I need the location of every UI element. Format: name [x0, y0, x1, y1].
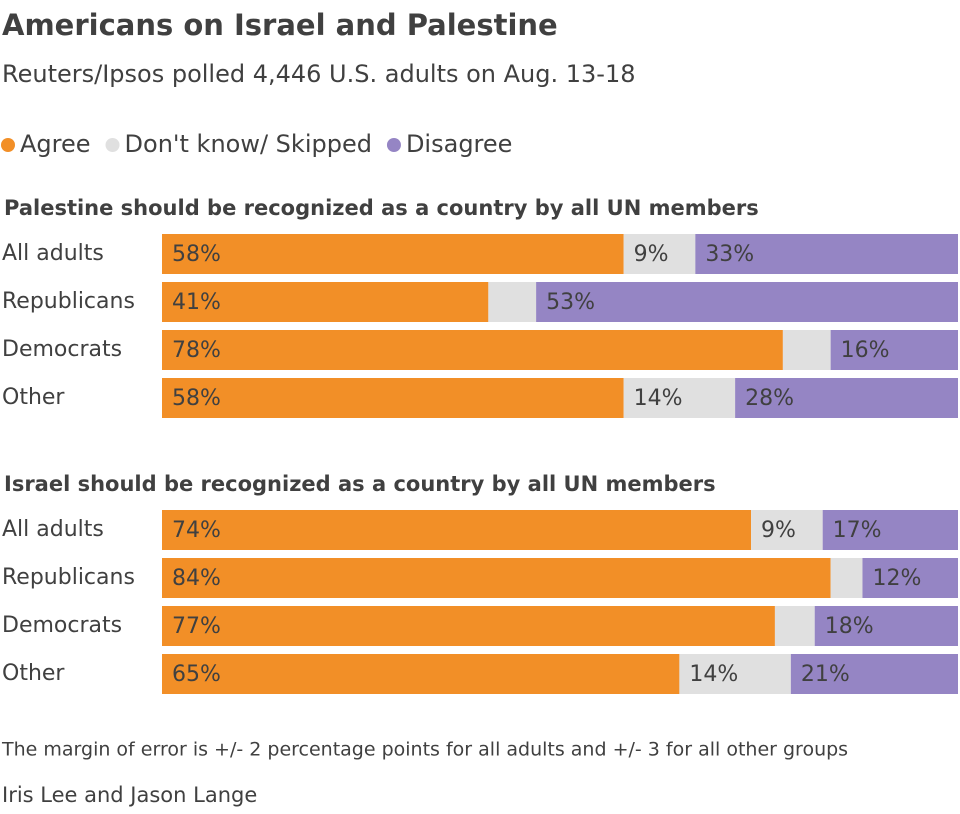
data-label: 14% — [634, 386, 683, 411]
bar-segment — [162, 234, 624, 274]
bar-segment — [822, 510, 958, 550]
bar-segment — [751, 510, 823, 550]
legend-label: Disagree — [406, 130, 512, 158]
data-label: 53% — [546, 290, 595, 315]
data-label: 58% — [172, 386, 221, 411]
data-label: 33% — [705, 242, 754, 267]
y-tick-label: Republicans — [2, 289, 135, 314]
bar-segment — [735, 378, 958, 418]
y-tick-label: Republicans — [2, 565, 135, 590]
bar-segment — [162, 558, 831, 598]
legend-label: Agree — [20, 130, 91, 158]
bar-segment — [536, 282, 958, 322]
y-tick-label: Democrats — [2, 337, 122, 362]
y-tick-label: Other — [2, 661, 65, 686]
data-label: 17% — [833, 518, 882, 543]
data-label: 9% — [761, 518, 796, 543]
bar-segment — [162, 330, 783, 370]
bar-segment — [830, 330, 958, 370]
y-tick-label: Other — [2, 385, 65, 410]
chart-subtitle: Reuters/Ipsos polled 4,446 U.S. adults o… — [2, 60, 636, 88]
legend-swatch — [1, 138, 15, 152]
bar-segment — [862, 558, 958, 598]
bar-segment — [162, 606, 775, 646]
bar-segment — [695, 234, 958, 274]
legend-label: Don't know/ Skipped — [125, 130, 372, 158]
data-label: 77% — [172, 614, 221, 639]
source: Iris Lee and Jason Lange — [2, 783, 257, 807]
data-label: 16% — [841, 338, 890, 363]
data-label: 12% — [872, 566, 921, 591]
bar-segment — [814, 606, 958, 646]
bar-segment — [830, 558, 863, 598]
y-tick-label: All adults — [2, 241, 104, 266]
data-label: 84% — [172, 566, 221, 591]
legend-swatch — [105, 138, 120, 152]
bar-segment — [679, 654, 791, 694]
data-label: 14% — [689, 662, 738, 687]
bar-segment — [162, 510, 752, 550]
data-label: 28% — [745, 386, 794, 411]
bar-segment — [162, 378, 624, 418]
data-label: 41% — [172, 290, 221, 315]
bar-segment — [162, 654, 680, 694]
subchart-title: Palestine should be recognized as a coun… — [4, 196, 759, 220]
bar-segment — [774, 606, 815, 646]
data-label: 78% — [172, 338, 221, 363]
data-label: 9% — [634, 242, 669, 267]
data-label: 58% — [172, 242, 221, 267]
data-label: 74% — [172, 518, 221, 543]
legend-swatch — [386, 138, 401, 152]
bar-segment — [623, 234, 696, 274]
bar-segment — [790, 654, 958, 694]
data-label: 18% — [825, 614, 874, 639]
bar-segment — [623, 378, 736, 418]
bar-segment — [488, 282, 537, 322]
data-label: 21% — [801, 662, 850, 687]
y-tick-label: Democrats — [2, 613, 122, 638]
bar-segment — [162, 282, 489, 322]
y-tick-label: All adults — [2, 517, 104, 542]
bar-segment — [782, 330, 831, 370]
subchart-title: Israel should be recognized as a country… — [4, 472, 716, 496]
data-label: 65% — [172, 662, 221, 687]
chart-title: Americans on Israel and Palestine — [2, 8, 558, 42]
note: The margin of error is +/- 2 percentage … — [1, 739, 848, 761]
